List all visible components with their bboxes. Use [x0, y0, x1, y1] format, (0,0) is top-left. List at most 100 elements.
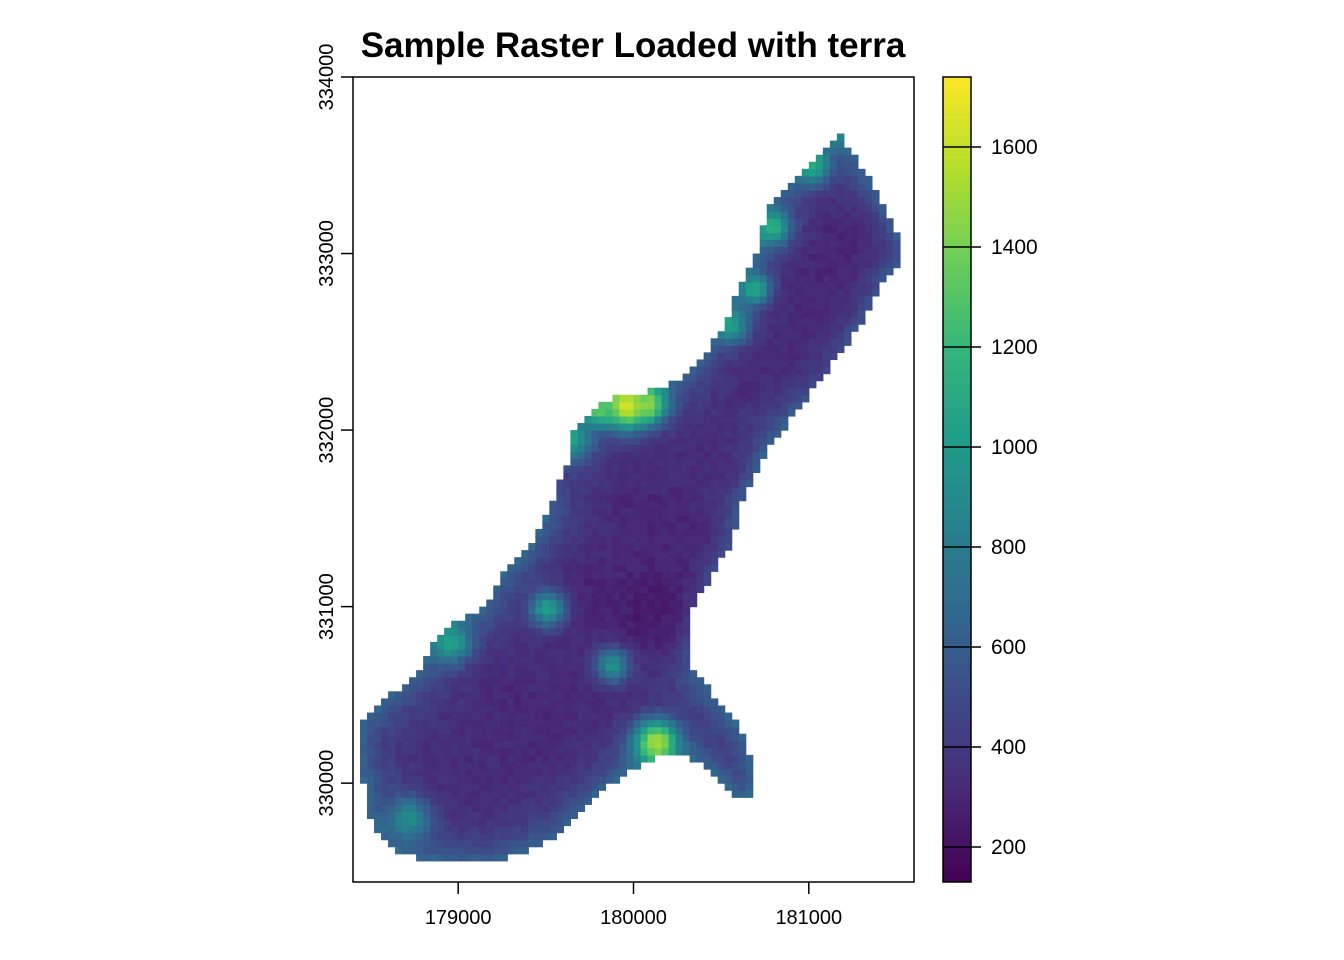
raster-cell — [696, 557, 705, 565]
raster-cell — [367, 769, 375, 777]
raster-cell — [661, 387, 670, 396]
raster-cell — [507, 804, 515, 812]
raster-cell — [395, 811, 403, 820]
raster-cell — [689, 564, 698, 572]
raster-cell — [430, 691, 438, 699]
raster-cell — [710, 352, 719, 361]
raster-cell — [717, 726, 726, 735]
raster-cell — [661, 394, 670, 403]
raster-cell — [598, 486, 607, 495]
raster-cell — [871, 267, 880, 276]
raster-cell — [444, 677, 452, 685]
raster-cell — [388, 776, 396, 784]
raster-cell — [584, 500, 593, 509]
raster-cell — [542, 620, 550, 629]
raster-cell — [563, 592, 571, 601]
raster-cell — [605, 423, 614, 431]
raster-cell — [423, 705, 431, 714]
raster-cell — [773, 359, 782, 368]
raster-cell — [724, 387, 733, 396]
raster-cell — [444, 804, 452, 812]
raster-cell — [724, 408, 733, 417]
raster-cell — [500, 648, 508, 657]
raster-cell — [451, 754, 459, 763]
raster-cell — [633, 437, 642, 445]
raster-cell — [773, 225, 782, 233]
raster-cell — [598, 444, 607, 452]
raster-cell — [591, 620, 600, 629]
raster-cell — [416, 818, 424, 827]
raster-cell — [703, 472, 712, 481]
raster-cell — [514, 740, 522, 749]
raster-cell — [717, 345, 726, 353]
raster-cell — [738, 444, 747, 452]
raster-cell — [563, 648, 571, 657]
raster-cell — [409, 684, 417, 692]
raster-cell — [479, 726, 487, 735]
raster-cell — [759, 302, 768, 311]
raster-cell — [675, 571, 684, 579]
raster-cell — [570, 670, 578, 678]
raster-cell — [612, 514, 621, 523]
raster-cell — [598, 606, 607, 615]
raster-cell — [556, 564, 564, 572]
raster-cell — [878, 267, 887, 276]
raster-cell — [724, 338, 733, 346]
raster-cell — [696, 507, 705, 516]
raster-cell — [444, 825, 452, 834]
raster-cell — [661, 521, 670, 530]
raster-cell — [682, 677, 691, 685]
raster-cell — [577, 528, 586, 537]
raster-cell — [479, 825, 487, 834]
raster-cell — [444, 846, 452, 855]
raster-cell — [822, 225, 831, 233]
raster-cell — [570, 479, 578, 488]
raster-cell — [416, 698, 424, 707]
raster-cell — [437, 705, 445, 714]
raster-cell — [773, 204, 782, 212]
raster-cell — [514, 783, 522, 791]
raster-cell — [479, 634, 487, 643]
raster-cell — [710, 521, 719, 530]
raster-cell — [710, 451, 719, 459]
raster-cell — [528, 839, 536, 848]
raster-cell — [654, 740, 663, 749]
raster-cell — [745, 783, 754, 791]
raster-cell — [633, 740, 642, 749]
raster-cell — [395, 761, 403, 770]
raster-cell — [794, 317, 803, 325]
raster-cell — [458, 648, 466, 657]
raster-cell — [514, 613, 522, 622]
raster-cell — [647, 740, 656, 749]
raster-cell — [787, 182, 796, 191]
raster-cell — [472, 627, 480, 636]
raster-cell — [857, 317, 866, 325]
raster-cell — [395, 790, 403, 798]
raster-cell — [605, 606, 614, 615]
raster-cell — [668, 677, 677, 685]
raster-cell — [591, 769, 600, 777]
raster-cell — [388, 839, 396, 848]
raster-cell — [717, 769, 726, 777]
raster-cell — [843, 246, 852, 255]
raster-cell — [367, 811, 375, 820]
raster-cell — [507, 599, 515, 608]
raster-cell — [493, 698, 501, 707]
y-tick-label: 330000 — [316, 750, 338, 817]
raster-cell — [745, 479, 754, 488]
raster-cell — [661, 599, 670, 608]
raster-cell — [787, 366, 796, 375]
raster-cell — [486, 634, 494, 643]
raster-cell — [591, 776, 600, 784]
raster-cell — [465, 705, 473, 714]
raster-cell — [731, 338, 740, 346]
raster-cell — [668, 592, 677, 601]
raster-cell — [808, 218, 817, 226]
raster-cell — [689, 684, 698, 692]
raster-cell — [619, 401, 628, 410]
raster-cell — [563, 691, 571, 699]
raster-cell — [696, 571, 705, 579]
raster-cell — [584, 761, 593, 770]
raster-cell — [542, 705, 550, 714]
raster-cell — [605, 564, 614, 572]
